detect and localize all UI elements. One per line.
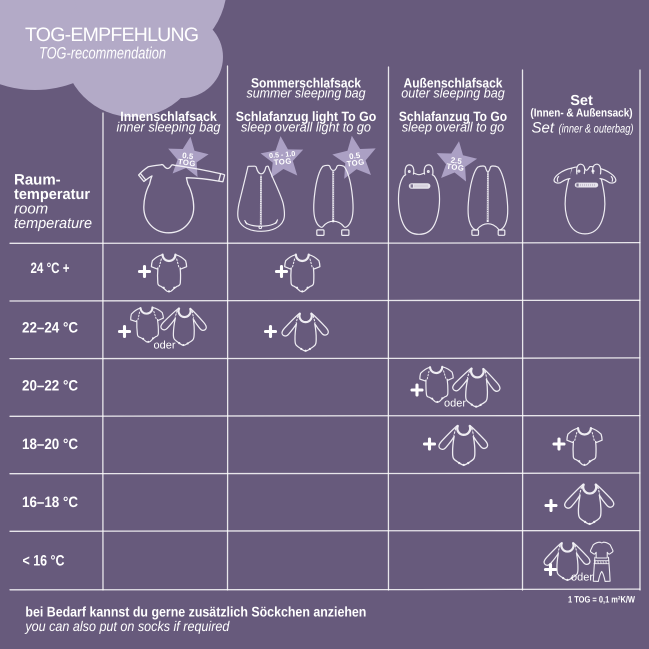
svg-text:0.5: 0.5: [182, 151, 195, 162]
svg-text:room: room: [14, 201, 48, 218]
svg-text:1 TOG = 0,1 m²K/W: 1 TOG = 0,1 m²K/W: [568, 595, 635, 605]
svg-text:18–20 °C: 18–20 °C: [22, 436, 78, 453]
svg-text:summer sleeping bag: summer sleeping bag: [247, 86, 366, 101]
svg-text:Set: Set: [532, 119, 555, 136]
svg-text:inner sleeping bag: inner sleeping bag: [117, 119, 221, 134]
svg-text:22–24 °C: 22–24 °C: [22, 319, 78, 336]
svg-text:0.5: 0.5: [349, 151, 362, 162]
svg-text:sleep overall light to go: sleep overall light to go: [241, 119, 371, 134]
svg-text:(inner & outerbag): (inner & outerbag): [559, 121, 634, 135]
svg-text:Innenschlafsack: Innenschlafsack: [120, 109, 217, 124]
svg-text:you can also put on socks if r: you can also put on socks if required: [25, 618, 231, 634]
svg-text:Sommerschlafsack: Sommerschlafsack: [251, 75, 361, 90]
svg-text:oder: oder: [444, 398, 466, 410]
svg-text:0.5 - 1.0: 0.5 - 1.0: [269, 149, 296, 160]
svg-text:temperatur: temperatur: [14, 186, 90, 203]
svg-text:TOG: TOG: [346, 157, 365, 168]
svg-text:2.5: 2.5: [450, 156, 463, 167]
svg-text:20–22 °C: 20–22 °C: [22, 378, 78, 395]
svg-text:TOG-recommendation: TOG-recommendation: [39, 45, 166, 63]
svg-text:outer sleeping bag: outer sleeping bag: [401, 86, 505, 101]
svg-text:(Innen- & Außensack): (Innen- & Außensack): [530, 108, 632, 120]
svg-text:< 16 °C: < 16 °C: [23, 553, 65, 570]
svg-text:sleep overall to go: sleep overall to go: [402, 119, 505, 134]
svg-text:Schlafanzug light To Go: Schlafanzug light To Go: [236, 109, 377, 124]
svg-text:TOG: TOG: [177, 157, 196, 168]
svg-text:Außenschlafsack: Außenschlafsack: [404, 75, 503, 90]
svg-text:oder: oder: [571, 572, 593, 584]
svg-text:TOG-EMPFEHLUNG: TOG-EMPFEHLUNG: [25, 24, 201, 46]
svg-text:TOG: TOG: [446, 162, 465, 173]
svg-text:24 °C +: 24 °C +: [31, 260, 70, 277]
svg-text:temperature: temperature: [14, 215, 92, 232]
svg-text:16–18 °C: 16–18 °C: [22, 494, 78, 511]
svg-text:Set: Set: [570, 93, 593, 109]
svg-text:Raum-: Raum-: [14, 172, 61, 189]
svg-text:TOG: TOG: [273, 157, 292, 168]
svg-text:Schlafanzug To Go: Schlafanzug To Go: [399, 109, 507, 124]
svg-text:bei Bedarf kannst du gerne zus: bei Bedarf kannst du gerne zusätzlich Sö…: [25, 603, 366, 619]
svg-text:oder: oder: [153, 339, 175, 351]
